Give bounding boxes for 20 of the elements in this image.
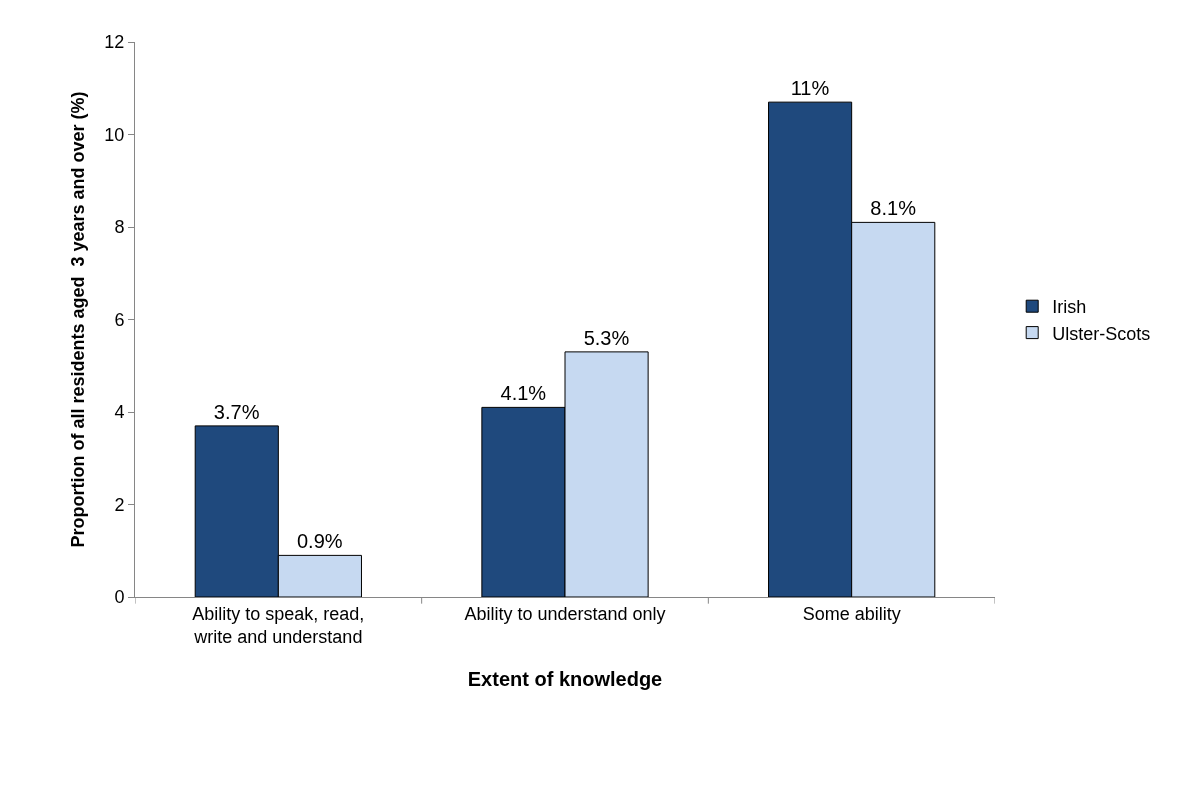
legend-label: Irish (1052, 297, 1087, 318)
y-tick-label: 12 (104, 32, 125, 53)
y-tick-label: 0 (114, 587, 125, 608)
x-tick-label: Some ability (802, 603, 901, 624)
data-label: 8.1% (870, 197, 917, 220)
data-label: 4.1% (500, 382, 547, 405)
data-label: 5.3% (583, 326, 630, 349)
y-tick-label: 2 (114, 494, 125, 515)
x-tick-label: Ability to speak, read, write and understand (192, 603, 365, 647)
y-tick-label: 10 (104, 124, 125, 145)
y-tick-label: 8 (114, 217, 125, 238)
x-tick-label: Ability to understand only (464, 603, 666, 624)
legend-label: Ulster-Scots (1052, 323, 1151, 344)
y-axis-title: Proportion of all residents aged 3 years and over (%) (67, 91, 88, 548)
data-label: 11% (790, 77, 830, 100)
y-tick-label: 6 (114, 309, 125, 330)
data-label: 3.7% (213, 400, 260, 423)
data-label: 0.9% (297, 530, 343, 553)
y-tick-label: 4 (114, 402, 125, 423)
x-axis-title: Extent of knowledge (467, 667, 663, 690)
